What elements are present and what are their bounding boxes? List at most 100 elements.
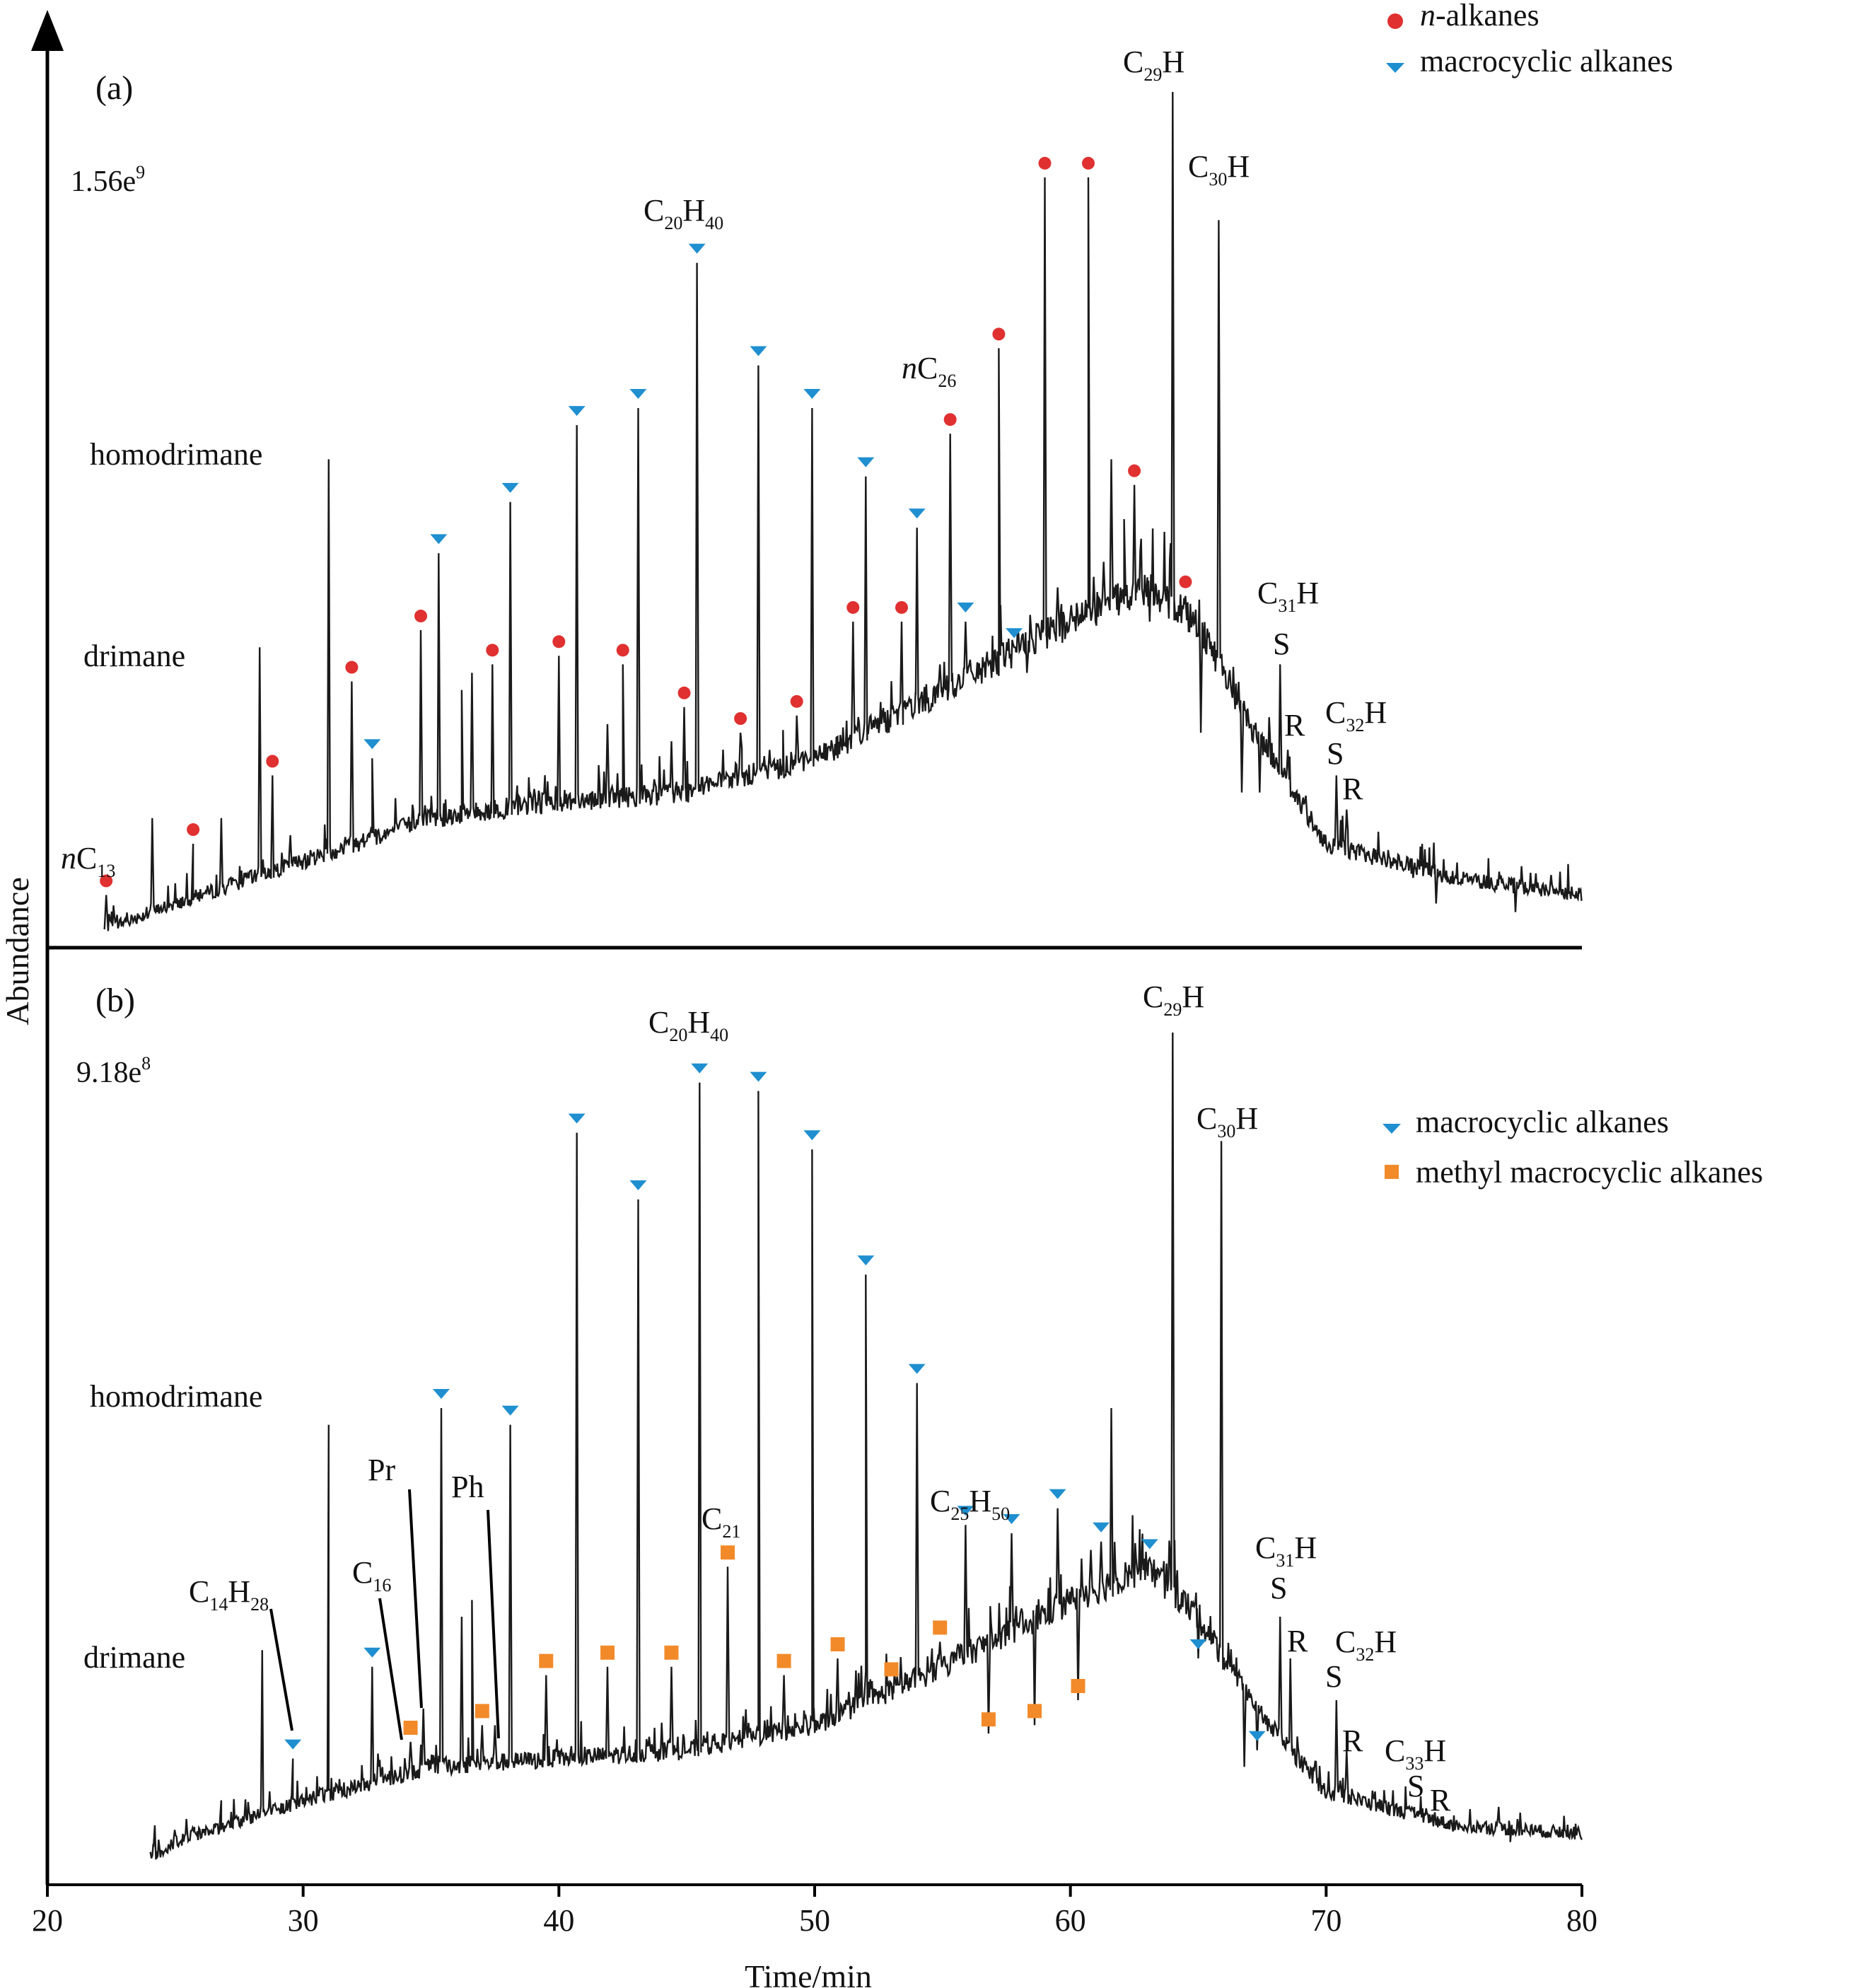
panel-a-trace xyxy=(103,91,1583,931)
label-C31H-b: C31H xyxy=(1255,1530,1317,1571)
x-tick-label: 40 xyxy=(543,1903,574,1938)
label-S-a1: S xyxy=(1273,627,1290,661)
legend-n-alkanes-label: n-alkanes xyxy=(1420,0,1539,33)
macrocyclic-triangle-icon xyxy=(1003,1514,1020,1524)
label-S-a2: S xyxy=(1327,736,1344,771)
leader-Pr xyxy=(408,1489,423,1709)
macrocyclic-triangle-icon xyxy=(284,1739,302,1750)
label-drimane-b: drimane xyxy=(83,1640,185,1675)
x-axis-title: Time/min xyxy=(745,1958,872,1988)
panel-b-tag: (b) xyxy=(95,982,135,1019)
macrocyclic-triangle-icon xyxy=(501,1405,519,1416)
label-Pr: Pr xyxy=(368,1453,395,1487)
n-alkane-circle-icon xyxy=(734,712,747,725)
label-C29H-b: C29H xyxy=(1143,980,1204,1020)
label-R-a2: R xyxy=(1342,772,1363,806)
panel-a-scale: 1.56e9 xyxy=(71,162,145,198)
label-C29H-a: C29H xyxy=(1123,45,1184,85)
n-alkane-circle-icon xyxy=(992,327,1006,341)
macrocyclic-triangle-icon xyxy=(501,482,519,493)
n-alkane-circle-icon xyxy=(486,644,499,657)
macrocyclic-triangle-icon xyxy=(1093,1522,1110,1533)
macrocyclic-triangle-icon xyxy=(957,602,974,612)
label-R-b2: R xyxy=(1342,1723,1363,1758)
macrocyclic-triangle-icon xyxy=(750,1071,767,1082)
n-alkane-circle-icon xyxy=(846,600,860,614)
label-nC13: nC13 xyxy=(61,841,115,881)
y-axis-arrow-icon xyxy=(31,10,64,51)
n-alkane-circle-icon xyxy=(414,610,428,623)
macrocyclic-triangle-icon xyxy=(1006,628,1023,639)
methyl-macrocyclic-square-icon xyxy=(776,1653,791,1668)
label-C33H-b: C33H xyxy=(1385,1733,1446,1774)
label-C16: C16 xyxy=(352,1555,391,1595)
legend-macrocyclic-label: macrocyclic alkanes xyxy=(1420,44,1673,79)
macrocyclic-triangle-icon xyxy=(691,1063,709,1074)
x-tick-label: 30 xyxy=(288,1903,319,1938)
macrocyclic-triangle-icon xyxy=(957,1506,974,1516)
label-C32H-a: C32H xyxy=(1325,695,1387,736)
panel-a-legend: n-alkanes macrocyclic alkanes xyxy=(1386,0,1673,79)
label-C14H28: C14H28 xyxy=(189,1574,269,1615)
methyl-macrocyclic-square-icon xyxy=(721,1545,735,1560)
label-C25H50: C25H50 xyxy=(930,1484,1010,1524)
n-alkane-circle-icon xyxy=(345,661,359,674)
n-alkane-circle-icon xyxy=(1179,575,1192,588)
panel-b-trace xyxy=(149,1032,1583,1860)
panel-b-legend: macrocyclic alkanes methyl macrocyclic a… xyxy=(1382,1105,1763,1190)
n-alkane-circle-icon xyxy=(1128,464,1141,477)
methyl-macrocyclic-square-icon xyxy=(539,1653,554,1668)
methyl-macrocyclic-square-icon xyxy=(1028,1704,1042,1719)
label-drimane-a: drimane xyxy=(83,639,185,673)
n-alkane-circle-icon xyxy=(1081,156,1095,170)
panel-a: (a) 1.56e9 n-alkanes macrocyclic alkanes… xyxy=(61,0,1673,931)
methyl-macrocyclic-square-icon xyxy=(403,1721,418,1735)
macrocyclic-triangle-icon xyxy=(1189,1639,1207,1649)
n-alkane-circle-icon xyxy=(187,823,200,837)
label-homodrimane-b: homodrimane xyxy=(90,1379,262,1414)
legend-macrocyclic-label-b: macrocyclic alkanes xyxy=(1416,1105,1669,1139)
label-S-b2: S xyxy=(1325,1659,1342,1694)
macrocyclic-triangle-icon xyxy=(1248,1731,1266,1741)
n-alkane-circle-icon xyxy=(1038,156,1052,170)
label-C30H-a: C30H xyxy=(1188,149,1250,190)
n-alkane-circle-icon xyxy=(552,635,566,649)
macrocyclic-triangle-icon xyxy=(857,457,875,467)
macrocyclic-triangle-icon xyxy=(908,508,926,519)
n-alkane-circle-icon xyxy=(790,694,803,708)
legend-triangle-icon xyxy=(1382,1124,1401,1134)
legend-triangle-icon xyxy=(1386,63,1404,73)
panel-a-tag: (a) xyxy=(95,69,133,107)
macrocyclic-triangle-icon xyxy=(629,388,647,399)
leader-C16 xyxy=(378,1598,403,1740)
label-C21: C21 xyxy=(702,1501,740,1542)
methyl-macrocyclic-square-icon xyxy=(933,1620,948,1635)
methyl-macrocyclic-square-icon xyxy=(600,1645,615,1660)
macrocyclic-triangle-icon xyxy=(688,243,706,254)
macrocyclic-triangle-icon xyxy=(1049,1489,1066,1499)
label-C20H40-b: C20H40 xyxy=(648,1005,728,1045)
panel-a-markers xyxy=(100,156,1192,888)
n-alkane-circle-icon xyxy=(895,600,908,614)
macrocyclic-triangle-icon xyxy=(363,739,381,750)
legend-circle-icon xyxy=(1387,13,1403,29)
label-nC26: nC26 xyxy=(902,351,956,391)
macrocyclic-triangle-icon xyxy=(568,406,586,417)
label-R-b3: R xyxy=(1430,1783,1451,1818)
macrocyclic-triangle-icon xyxy=(908,1364,926,1374)
x-tick-label: 20 xyxy=(32,1903,63,1938)
macrocyclic-triangle-icon xyxy=(432,1389,450,1399)
macrocyclic-triangle-icon xyxy=(803,1130,821,1141)
methyl-macrocyclic-square-icon xyxy=(884,1662,899,1677)
macrocyclic-triangle-icon xyxy=(430,534,448,545)
label-C32H-b: C32H xyxy=(1335,1624,1397,1665)
label-C30H-b: C30H xyxy=(1197,1101,1258,1141)
macrocyclic-triangle-icon xyxy=(857,1255,875,1266)
legend-methyl-macrocyclic-label: methyl macrocyclic alkanes xyxy=(1416,1155,1763,1190)
x-tick-label: 60 xyxy=(1055,1903,1086,1938)
macrocyclic-triangle-icon xyxy=(363,1647,381,1658)
leader-Ph xyxy=(487,1509,500,1739)
macrocyclic-triangle-icon xyxy=(568,1113,586,1124)
label-R-b1: R xyxy=(1287,1624,1308,1658)
